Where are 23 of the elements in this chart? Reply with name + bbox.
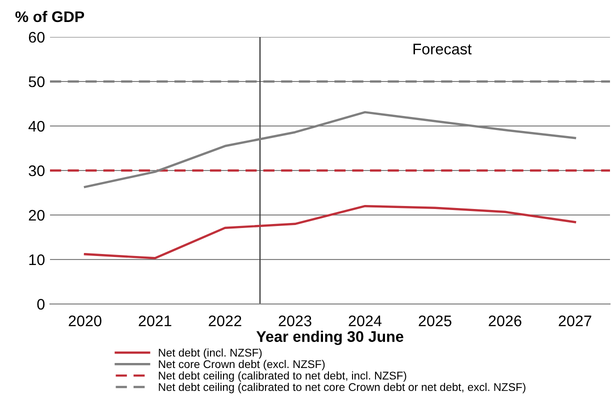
y-tick-label: 50 (28, 76, 45, 88)
x-tick-label: 2027 (558, 316, 592, 326)
annotation: Forecast (414, 44, 472, 54)
legend-label: Net debt ceiling (calibrated to net debt, incl. NZSF) (158, 371, 406, 382)
y-tick-label: 40 (28, 120, 45, 132)
line-series (84, 204, 576, 260)
y-tick-label: 10 (29, 254, 45, 266)
x-tick-label: 2023 (278, 316, 312, 326)
legend-label: Net core Crown debt (excl. NZSF) (158, 360, 325, 370)
legend-label: Net debt ceiling (calibrated to net core Crown debt or net debt, excl. NZSF) (158, 382, 526, 394)
x-tick-label: 2024 (348, 316, 382, 326)
y-axis-title: % of GDP (15, 10, 84, 22)
y-tick-label: 20 (28, 210, 45, 221)
x-tick-label: 2026 (488, 316, 522, 326)
y-tick-label: 30 (28, 165, 45, 176)
x-tick-label: 2020 (68, 316, 102, 326)
y-tick-label: 0 (37, 298, 45, 310)
y-tick-label: 60 (28, 32, 45, 43)
x-tick-label: 2025 (418, 316, 452, 326)
legend-label: Net debt (incl. NZSF) (158, 348, 262, 359)
x-axis-title: Year ending 30 June (256, 330, 404, 346)
x-tick-label: 2022 (208, 316, 242, 326)
x-tick-label: 2021 (138, 316, 172, 326)
